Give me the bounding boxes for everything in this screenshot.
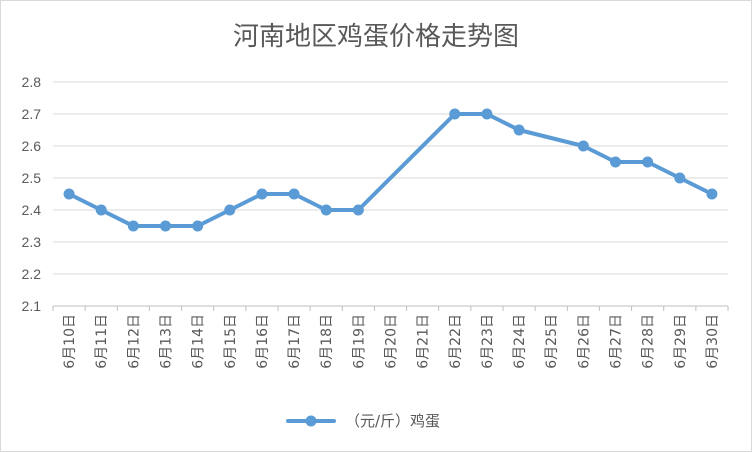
x-tick-label: 6月16日 <box>255 314 271 369</box>
data-point <box>706 188 718 200</box>
y-tick-label: 2.5 <box>22 170 42 186</box>
x-tick-label: 6月26日 <box>576 314 592 369</box>
gridlines <box>53 81 728 275</box>
data-point <box>192 220 204 232</box>
y-tick-label: 2.6 <box>22 138 42 154</box>
x-tick-label: 6月25日 <box>544 314 560 369</box>
y-tick-label: 2.8 <box>22 74 42 90</box>
data-point <box>256 188 268 200</box>
data-point <box>160 220 171 232</box>
data-point <box>449 108 461 120</box>
data-point <box>674 172 686 184</box>
x-tick-label: 6月29日 <box>673 314 689 369</box>
data-point <box>320 204 332 216</box>
legend: （元/斤）鸡蛋 <box>286 412 440 430</box>
y-tick-label: 2.2 <box>22 266 42 282</box>
y-axis-ticks: 2.1 2.2 2.3 2.4 2.5 2.6 2.7 2.8 <box>22 74 42 314</box>
x-tick-label: 6月22日 <box>448 314 464 369</box>
data-point <box>642 156 654 168</box>
data-point <box>513 124 525 136</box>
x-tick-label: 6月15日 <box>223 314 239 369</box>
y-tick-label: 2.7 <box>22 106 42 122</box>
series-layer <box>63 108 718 232</box>
legend-point-marker <box>305 415 317 427</box>
y-tick-label: 2.1 <box>22 298 42 314</box>
data-point <box>63 188 75 200</box>
x-tick-label: 6月10日 <box>62 314 78 369</box>
data-point <box>127 220 139 232</box>
y-tick-label: 2.3 <box>22 234 42 250</box>
data-point <box>577 140 589 152</box>
x-tick-label: 6月13日 <box>159 314 175 369</box>
data-point <box>610 156 621 168</box>
x-tick-label: 6月17日 <box>287 314 303 369</box>
x-tick-label: 6月19日 <box>351 314 367 369</box>
x-tick-label: 6月14日 <box>191 314 207 369</box>
data-point <box>352 204 364 216</box>
legend-label: （元/斤）鸡蛋 <box>345 412 440 430</box>
x-tick-label: 6月30日 <box>705 314 721 369</box>
data-point <box>95 204 107 216</box>
x-tick-label: 6月20日 <box>384 314 400 369</box>
x-axis-ticks: 6月10日 6月11日 6月12日 6月13日 6月14日 6月15日 6月16日 6月17日… <box>62 314 721 369</box>
x-tick-label: 6月11日 <box>94 314 110 369</box>
y-tick-label: 2.4 <box>22 202 42 218</box>
data-point <box>288 188 300 200</box>
chart-title: 河南地区鸡蛋价格走势图 <box>233 22 519 52</box>
x-tick-label: 6月28日 <box>641 314 657 369</box>
x-tick-label: 6月12日 <box>126 314 142 369</box>
x-tick-label: 6月27日 <box>609 314 625 369</box>
x-axis <box>52 305 729 311</box>
x-tick-label: 6月18日 <box>319 314 335 369</box>
data-point <box>481 108 493 120</box>
series-line <box>67 112 714 228</box>
x-tick-label: 6月21日 <box>416 314 432 369</box>
x-tick-label: 6月24日 <box>512 314 528 369</box>
data-point <box>224 204 236 216</box>
x-tick-label: 6月23日 <box>480 314 496 369</box>
